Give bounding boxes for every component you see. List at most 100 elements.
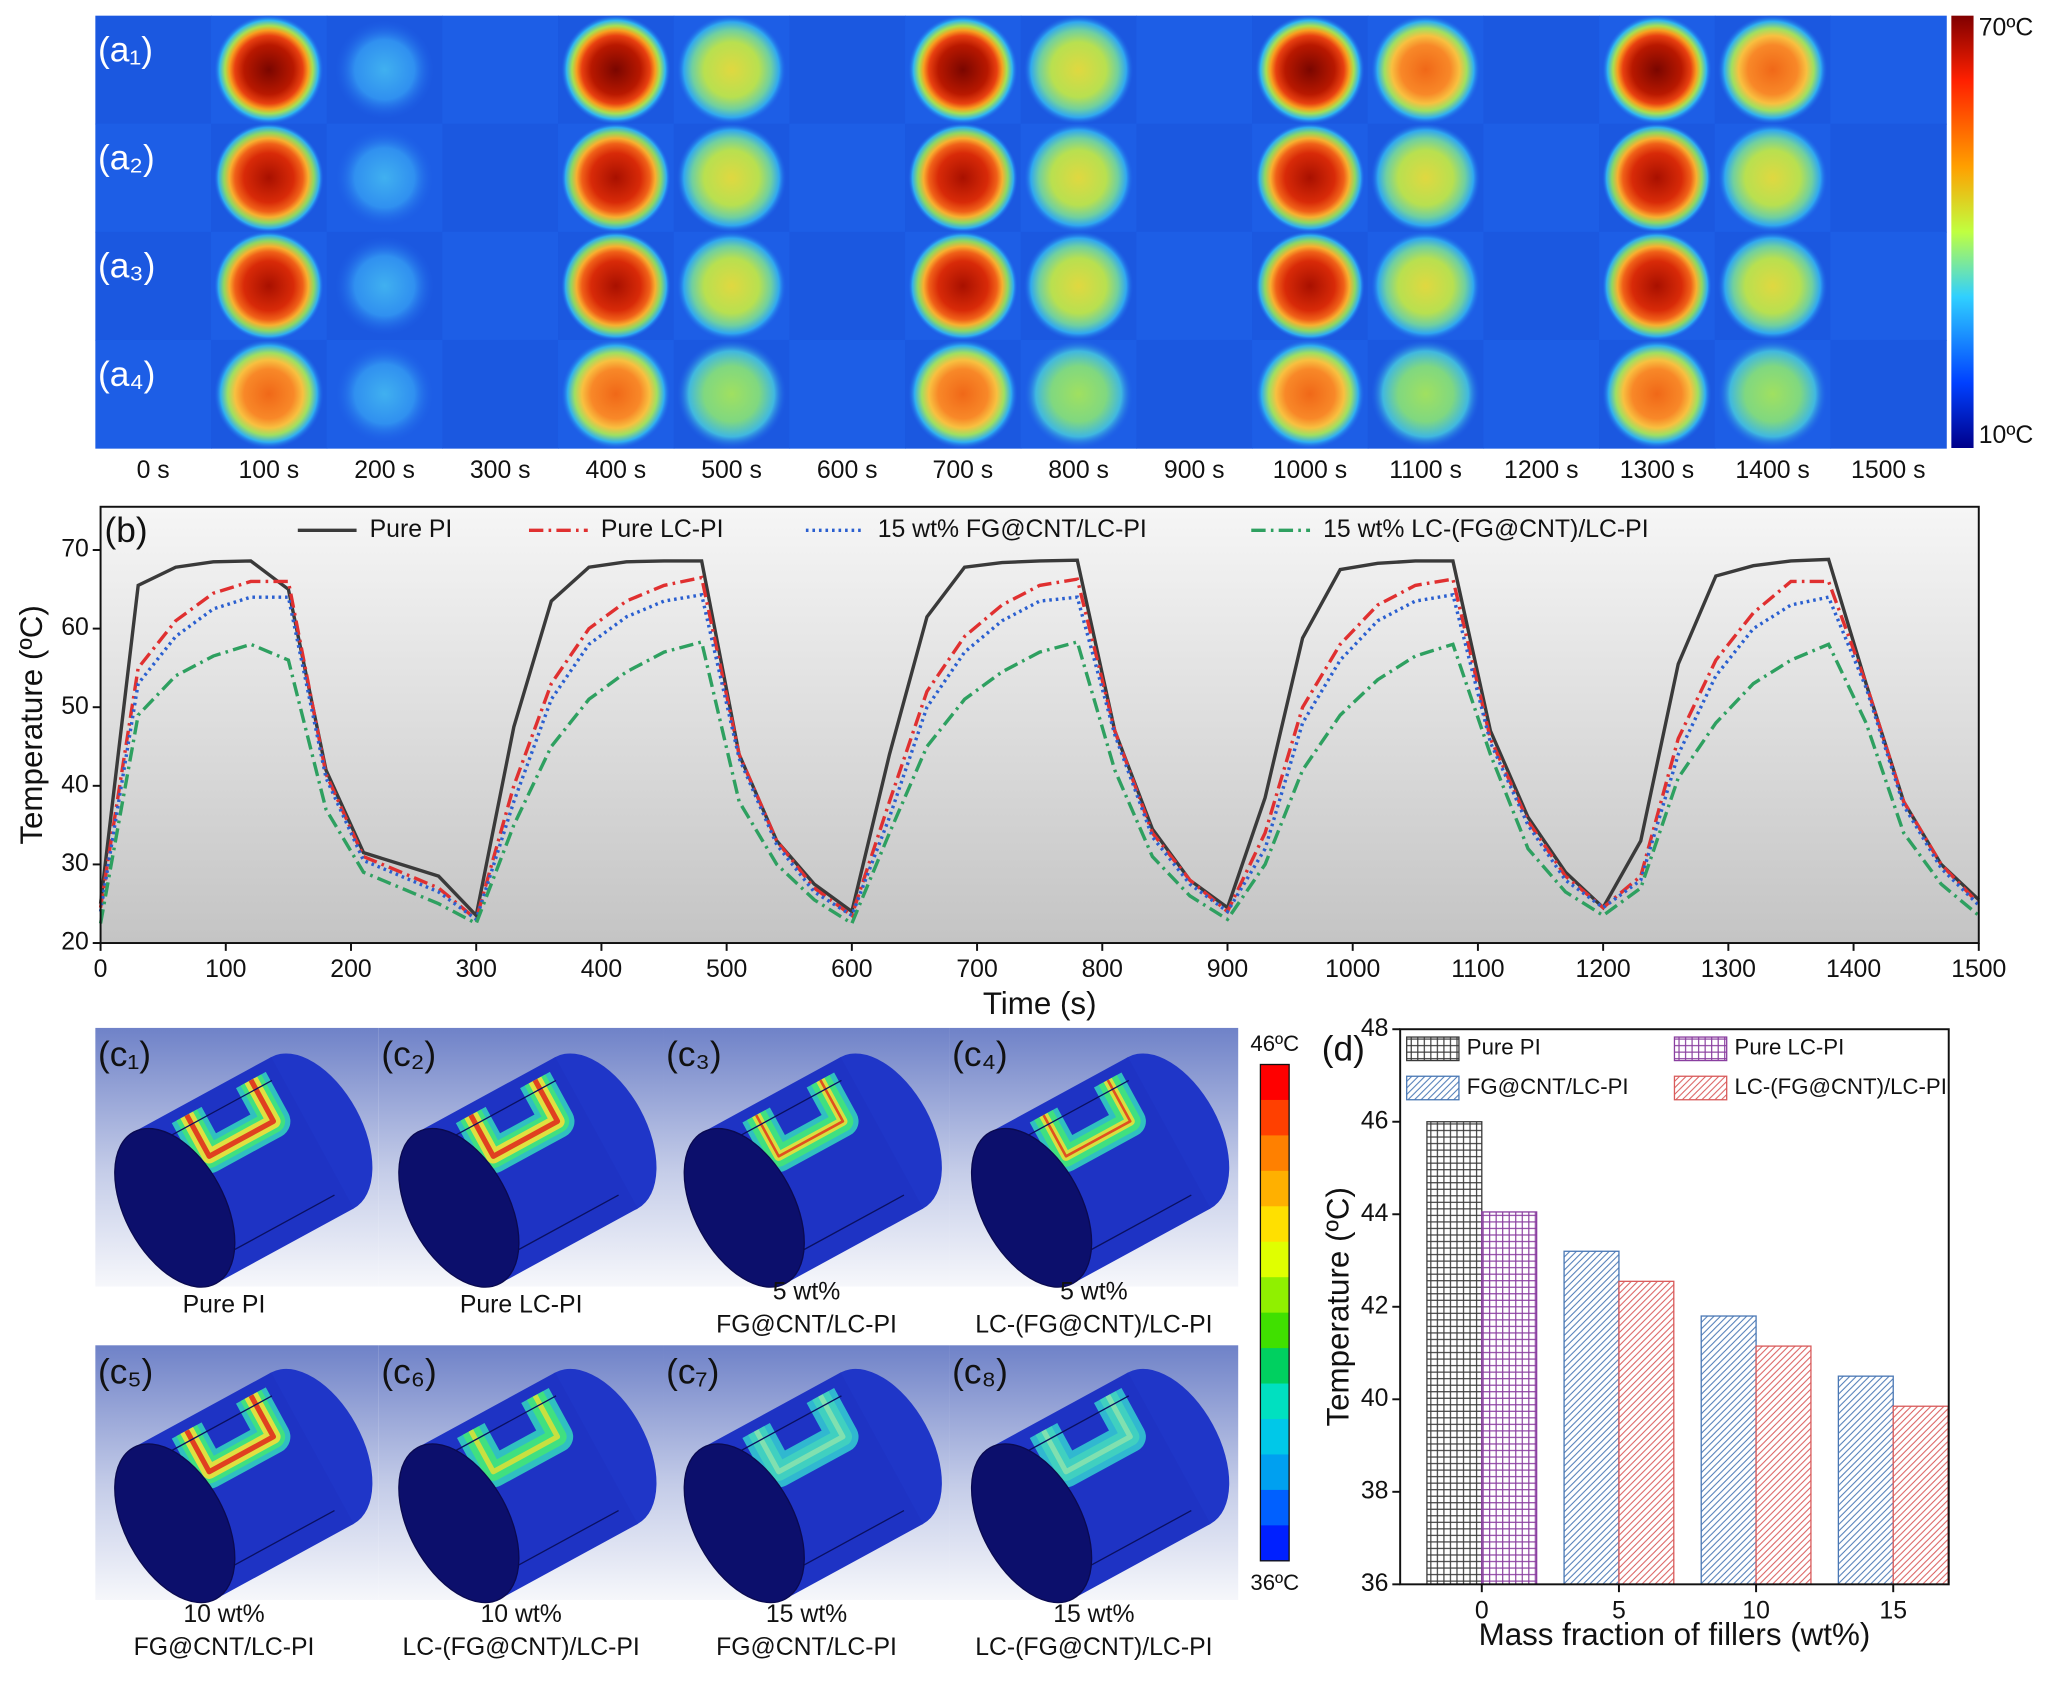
plot-frame	[99, 505, 1980, 944]
caption: FG@CNT/LC-PI	[716, 1311, 897, 1338]
colorbar-min: 10ºC	[1979, 422, 2034, 449]
x-tick-label: 1000	[1325, 956, 1380, 983]
thermal-cell	[1136, 123, 1253, 233]
caption: 10 wt%	[183, 1601, 264, 1628]
thermal-spot	[1602, 231, 1712, 341]
cylinder	[398, 1053, 657, 1288]
plot-frame	[1399, 1028, 1950, 1586]
thermal-spot	[1717, 339, 1828, 449]
thermal-spot	[1255, 231, 1365, 341]
thermal-spot	[1370, 122, 1481, 233]
x-tick-label: 300	[456, 956, 497, 983]
legend-swatch	[1673, 1036, 1728, 1062]
legend-label: FG@CNT/LC-PI	[1467, 1074, 1629, 1099]
panel-a: (a₁) (a₂) (a₃) (a₄) 0 s 100 s 200 s 300 s 400 s 5…	[95, 14, 2033, 484]
image-label: (c₁)	[98, 1035, 151, 1074]
time-label: 500 s	[701, 457, 762, 484]
legend-label: Pure PI	[370, 516, 453, 543]
caption: LC-(FG@CNT)/LC-PI	[402, 1634, 639, 1661]
thermal-spot	[334, 128, 435, 228]
cylinder-front	[398, 1127, 520, 1288]
bar	[1481, 1211, 1538, 1585]
time-label: 1300 s	[1620, 457, 1694, 484]
time-label: 0 s	[137, 457, 170, 484]
thermal-cell	[1830, 231, 1947, 341]
thermal-spot	[1602, 14, 1712, 125]
x-tick-label: 700	[956, 956, 997, 983]
bar	[1700, 1315, 1757, 1585]
thermal-cell	[789, 231, 906, 341]
colorbar-max: 70ºC	[1979, 14, 2034, 41]
colorbar-band	[1260, 1241, 1290, 1278]
x-tick-label: 100	[205, 956, 246, 983]
thermal-spot	[908, 122, 1018, 233]
thermal-spot	[214, 339, 324, 449]
x-tick-label: 1100	[1451, 956, 1504, 983]
thermal-spot	[561, 14, 671, 125]
cylinder	[398, 1368, 657, 1604]
colorbar-band	[1260, 1383, 1290, 1420]
x-tick-label: 1400	[1826, 956, 1881, 983]
y-tick-label: 38	[1361, 1477, 1389, 1504]
bar	[1837, 1375, 1894, 1585]
caption: 10 wt%	[480, 1601, 561, 1628]
panel-d: 36 38 40 42 44 46 48 0 5 10 15 Pure PI Pure LC-PI FG@…	[1320, 1015, 1950, 1652]
colorbar-max: 46ºC	[1250, 1031, 1299, 1056]
thermal-cell	[442, 15, 559, 125]
legend-label: 15 wt% FG@CNT/LC-PI	[878, 516, 1147, 543]
y-axis-title: Temperature (ºC)	[14, 605, 49, 845]
thermal-spot	[561, 231, 671, 341]
thermal-spot	[1023, 14, 1134, 125]
cylinder-front	[970, 1127, 1093, 1288]
panel-c: (c₁) Pure PI (c₂) Pure LC-PI (c₃) 5 wt% FG@CNT…	[95, 1027, 1299, 1661]
x-tick-label: 0	[1475, 1597, 1489, 1624]
legend-swatch	[1673, 1075, 1728, 1101]
colorbar-band	[1260, 1312, 1290, 1349]
thermal-spot	[214, 14, 324, 125]
simulation-image	[663, 1027, 950, 1288]
simulation-image	[378, 1345, 664, 1604]
simulation-image	[949, 1027, 1239, 1288]
thermal-spot	[214, 122, 324, 233]
cylinder	[683, 1053, 942, 1288]
thermal-cell	[1830, 123, 1947, 233]
bar	[1426, 1121, 1483, 1585]
colorbar-min: 36ºC	[1250, 1570, 1299, 1595]
caption: 15 wt%	[1053, 1601, 1134, 1628]
colorbar-band	[1260, 1348, 1290, 1384]
thermal-cell	[442, 339, 559, 449]
time-label: 1400 s	[1735, 457, 1809, 484]
thermal-cell	[789, 15, 906, 125]
legend-label: Pure LC-PI	[601, 516, 724, 543]
x-tick-label: 200	[330, 956, 371, 983]
x-tick-label: 1500	[1951, 956, 2006, 983]
colorbar-band	[1260, 1099, 1290, 1136]
thermal-spot	[1717, 14, 1828, 125]
thermal-spot	[908, 339, 1018, 449]
cylinder	[114, 1053, 373, 1288]
panel-label: (d)	[1322, 1030, 1365, 1069]
x-tick-label: 10	[1742, 1597, 1770, 1624]
outline	[166, 1079, 335, 1254]
cylinder	[683, 1368, 942, 1604]
panel-b: 0 100 200 300 400 500 600 700 800 900 1000 1100 1200…	[14, 505, 2006, 1021]
caption: 5 wt%	[773, 1279, 841, 1306]
thermal-spot	[1370, 231, 1481, 341]
thermal-spot	[1023, 339, 1134, 449]
heat-pattern	[468, 1078, 561, 1159]
colorbar-frame	[1259, 1063, 1290, 1562]
thermal-spot	[1602, 122, 1712, 233]
thermal-cell	[1830, 15, 1947, 125]
thermal-cell	[442, 231, 559, 341]
x-tick-label: 500	[706, 956, 747, 983]
thermal-spot	[1370, 14, 1481, 125]
legend-swatch	[1406, 1036, 1460, 1062]
cylinder-front	[114, 1443, 236, 1604]
thermal-spot	[676, 339, 787, 449]
y-tick-label: 36	[1361, 1570, 1389, 1597]
colorbar-band	[1260, 1419, 1290, 1455]
x-tick-label: 5	[1612, 1597, 1626, 1624]
y-tick-label: 44	[1361, 1200, 1389, 1227]
thermal-spot	[1602, 339, 1712, 449]
